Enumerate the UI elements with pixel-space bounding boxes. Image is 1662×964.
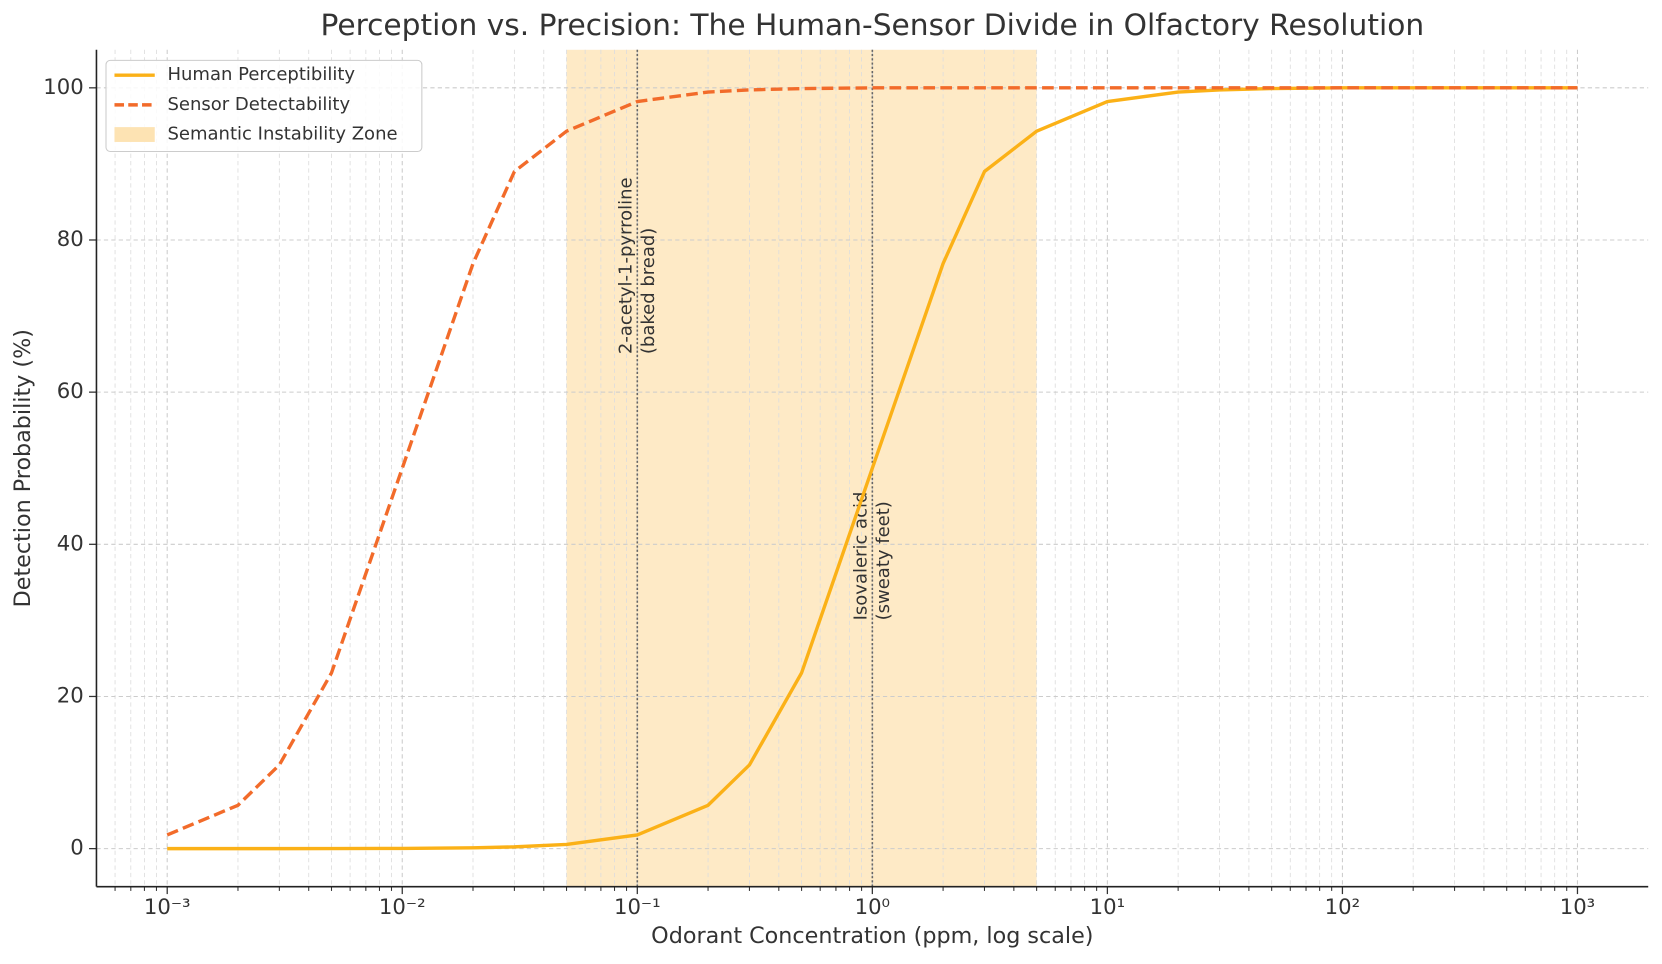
x-tick-label: 10⁻³ xyxy=(144,894,191,919)
x-tick-label: 10² xyxy=(1325,894,1360,919)
legend-label: Human Perceptibility xyxy=(167,64,355,85)
y-tick-label: 20 xyxy=(57,682,84,707)
x-tick-label: 10³ xyxy=(1560,894,1595,919)
y-tick-label: 80 xyxy=(57,226,84,251)
annotation-text: Isovaleric acid xyxy=(851,492,872,621)
legend-label: Semantic Instability Zone xyxy=(167,124,397,145)
legend-label: Sensor Detectability xyxy=(167,94,350,115)
legend-swatch xyxy=(114,127,155,142)
annotation-text: 2-acetyl-1-pyrroline xyxy=(616,177,637,354)
legend-box xyxy=(105,59,423,153)
chart-title: Perception vs. Precision: The Human-Sens… xyxy=(320,7,1424,42)
annotation-text: (sweaty feet) xyxy=(873,501,894,620)
y-tick-label: 100 xyxy=(43,74,83,99)
x-tick-label: 10⁻¹ xyxy=(614,894,661,919)
x-tick-label: 10¹ xyxy=(1090,894,1125,919)
y-tick-label: 60 xyxy=(57,378,84,403)
y-tick-label: 40 xyxy=(57,530,84,555)
y-axis-label: Detection Probability (%) xyxy=(10,329,36,607)
x-axis-label: Odorant Concentration (ppm, log scale) xyxy=(651,923,1093,949)
y-tick-label: 0 xyxy=(70,835,83,860)
x-tick-label: 10⁰ xyxy=(855,894,890,919)
x-tick-label: 10⁻² xyxy=(379,894,426,919)
data-line xyxy=(167,86,1578,851)
data-line xyxy=(166,86,1578,837)
annotation-text: (baked bread) xyxy=(638,228,659,354)
